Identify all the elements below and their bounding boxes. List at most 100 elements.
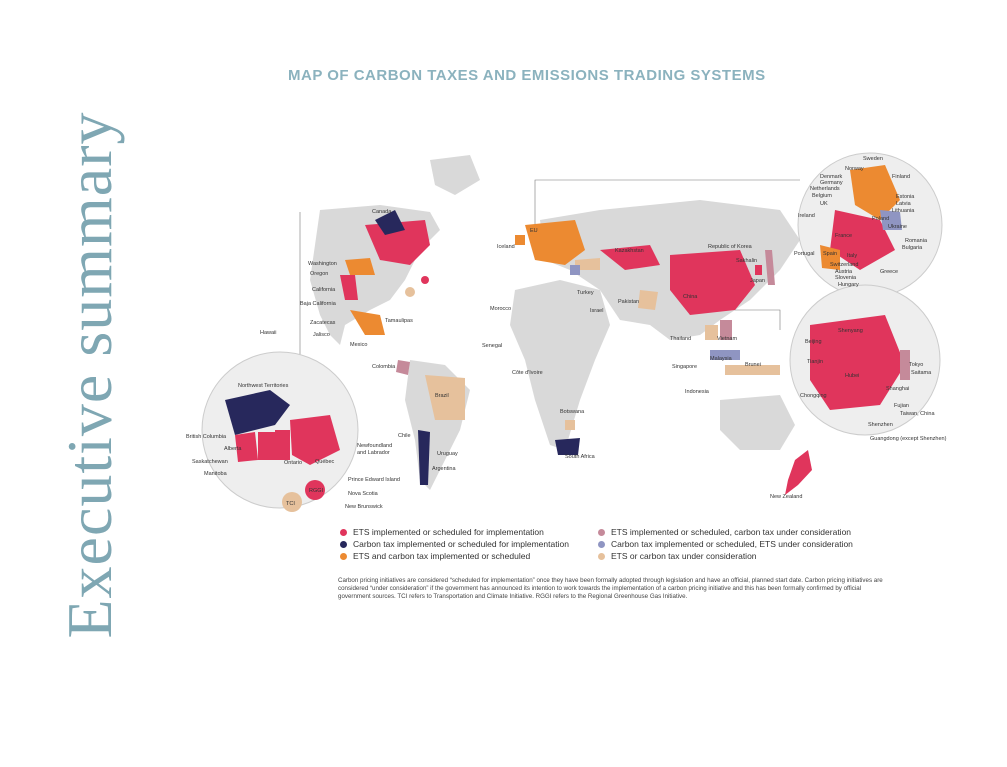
label-nfl: Newfoundland [357,443,392,449]
tci-dot [405,287,415,297]
california-shape [340,275,358,300]
label-taiwan: Taiwan, China [900,411,935,417]
inset-nwt-shape [225,390,290,435]
malaysia-shape [710,350,740,360]
inset-bc-shape [235,432,258,462]
label-senegal: Senegal [482,343,502,349]
brazil-shape [425,375,465,420]
label-poland: Poland [872,216,889,222]
canada-inset [201,351,359,512]
legend-item-ets-tax-consider: ETS implemented or scheduled, carbon tax… [598,526,856,538]
label-tianjin: Tianjin [807,359,823,365]
label-spain: Spain [823,251,837,257]
leader-lines [299,179,800,360]
legend-item-tax-ets-consider: Carbon tax implemented or scheduled, ETS… [598,538,856,550]
label-manitoba: Manitoba [204,471,228,477]
label-thailand: Thailand [670,336,691,342]
label-oregon: Oregon [310,271,328,277]
canada-inset-labels: Northwest Territories British Columbia A… [186,383,400,510]
label-romania: Romania [905,238,928,244]
label-morocco: Morocco [490,306,511,312]
inset-ontario-quebec-shape [290,415,340,465]
map-title: MAP OF CARBON TAXES AND EMISSIONS TRADIN… [288,67,766,84]
label-latvia: Latvia [896,201,912,207]
legend-dot-consider [598,552,605,560]
label-chongqing: Chongqing [800,393,827,399]
inset-sask-shape [275,430,290,460]
label-switzerland: Switzerland [830,262,858,268]
eu-shape [525,220,585,265]
legend-dot-both [340,552,347,560]
turkey-shape [575,258,600,270]
label-turkey: Turkey [577,290,594,296]
label-botswana: Botswana [560,409,585,415]
legend-item-tax: Carbon tax implemented or scheduled for … [340,538,598,550]
label-shanghai: Shanghai [886,386,909,392]
label-brunei: Brunei [745,362,761,368]
label-baja: Baja California [300,301,337,307]
china-inset-labels: Shenyang Beijing Tianjin Hubei Chongqing… [800,328,947,442]
rggi-dot [421,276,429,284]
label-iceland: Iceland [497,244,515,250]
legend-item-consider: ETS or carbon tax under consideration [598,550,856,562]
argentina-chile-shape [418,430,430,485]
label-uruguay: Uruguay [437,451,458,457]
label-eu: EU [530,228,538,234]
label-uk: UK [820,201,828,207]
label-shenyang: Shenyang [838,328,863,334]
eu-leader-line [534,179,800,225]
side-title-text: Executive summary [54,111,125,639]
label-ontario: Ontario [284,460,302,466]
africa-shape [510,280,610,450]
europe-inset-labels: Sweden Norway Finland Denmark Germany Ne… [794,156,928,288]
label-colombia: Colombia [372,364,396,370]
europe-inset [797,152,943,298]
canada-shape [365,220,430,265]
label-france: France [835,233,852,239]
country-labels: Canada Washington Oregon California Baja… [260,209,802,500]
label-sakhalin: Sakhalin [736,258,757,264]
label-hungary: Hungary [838,282,859,288]
label-korea: Republic of Korea [708,244,753,250]
mexico-shape [350,310,385,335]
side-title: Executive summary [54,60,125,690]
label-quebec: Québec [315,459,335,465]
label-jalisco: Jalisco [313,332,330,338]
label-portugal: Portugal [794,251,815,257]
inset-rggi-circle [305,480,325,500]
label-malaysia: Malaysia [710,356,733,362]
legend-label-both: ETS and carbon tax implemented or schedu… [353,551,531,561]
south-africa-shape [555,438,580,455]
label-lithuania: Lithuania [892,208,915,214]
label-china: China [683,294,698,300]
inset-japan-shape [900,350,910,380]
label-belgium: Belgium [812,193,832,199]
label-beijing: Beijing [805,339,822,345]
label-alberta: Alberta [224,446,242,452]
legend-dot-tax [340,540,347,548]
label-california: California [312,287,336,293]
label-germany: Germany [820,180,843,186]
australia-shape [720,395,795,450]
label-nwt: Northwest Territories [238,383,289,389]
label-brazil: Brazil [435,393,449,399]
label-estonia: Estonia [896,194,915,200]
vietnam-shape [720,320,732,340]
label-italy: Italy [847,253,857,259]
inset-nordics-shape [850,165,900,220]
label-canada: Canada [372,209,392,215]
legend-item-ets: ETS implemented or scheduled for impleme… [340,526,598,538]
label-netherlands: Netherlands [810,186,840,192]
nwt-shape [375,210,405,235]
label-new-zealand: New Zealand [770,494,802,500]
inset-continental-shape [830,210,895,270]
label-guangdong: Guangdong (except Shenzhen) [870,436,947,442]
legend-dot-tax-ets-consider [598,540,605,548]
label-zacatecas: Zacatecas [310,320,336,326]
world-map: Canada Washington Oregon California Baja… [186,152,947,512]
label-slovenia: Slovenia [835,275,857,281]
label-mexico: Mexico [350,342,367,348]
legend-label-ets: ETS implemented or scheduled for impleme… [353,527,544,537]
japan-shape [765,250,775,285]
label-ireland: Ireland [798,213,815,219]
